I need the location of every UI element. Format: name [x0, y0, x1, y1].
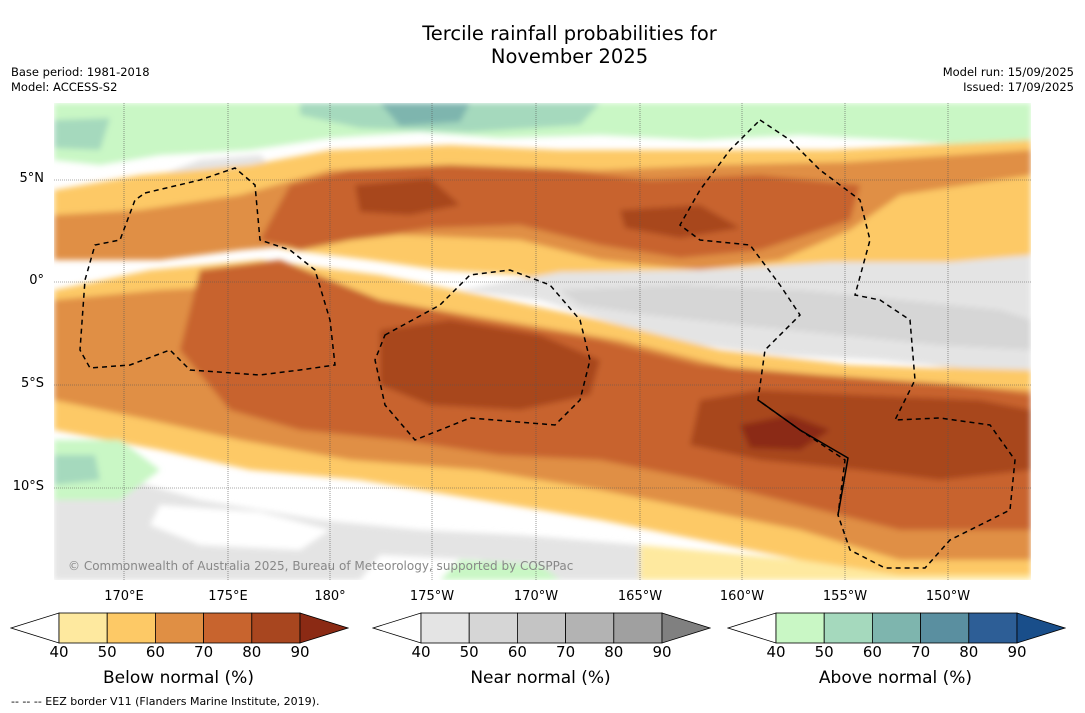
colorbar-tick-label: 80	[242, 643, 262, 661]
issued-date: Issued: 17/09/2025	[963, 80, 1074, 94]
colorbar-low-extend	[727, 612, 777, 644]
colorbar-segment	[871, 612, 921, 644]
colorbar-segment	[775, 612, 825, 644]
base-period: Base period: 1981-2018	[11, 65, 150, 79]
above-normal-south-50	[54, 455, 100, 485]
colorbar-low-extend	[10, 612, 60, 644]
colorbar-segment	[468, 612, 518, 644]
longitude-label: 170°E	[104, 589, 144, 604]
white-south	[150, 505, 520, 580]
colorbar-tick-label: 40	[411, 643, 431, 661]
copyright-text: © Commonwealth of Australia 2025, Bureau…	[68, 559, 573, 573]
metadata-left: Base period: 1981-2018 Model: ACCESS-S2	[11, 65, 150, 95]
colorbar-tick-label: 70	[556, 643, 576, 661]
colorbar-tick-label: 80	[959, 643, 979, 661]
colorbar-segment	[516, 612, 566, 644]
eez-border-solid	[757, 399, 849, 516]
colorbar-segment	[920, 612, 970, 644]
below-normal-80-north	[355, 178, 740, 238]
colorbar-segment	[251, 612, 301, 644]
colorbar-tick-label: 70	[194, 643, 214, 661]
below-normal-south-90	[740, 415, 830, 450]
above-normal-north	[54, 103, 1031, 165]
title-line-2: November 2025	[490, 45, 649, 68]
model-name: Model: ACCESS-S2	[11, 80, 118, 94]
longitude-label: 155°W	[822, 589, 868, 604]
latitude-label: 10°S	[12, 479, 44, 494]
title-line-1: Tercile rainfall probabilities for	[422, 22, 717, 45]
colorbar-segment	[613, 612, 663, 644]
colorbar-low-extend	[372, 612, 422, 644]
colorbar-tick-label: 70	[911, 643, 931, 661]
colorbar-segment	[58, 612, 108, 644]
longitude-label: 160°W	[719, 589, 765, 604]
colorbar-tick-label: 50	[97, 643, 117, 661]
below-normal-south-80	[380, 320, 1031, 480]
colorbar-title: Above normal (%)	[818, 668, 973, 688]
metadata-right: Model run: 15/09/2025 Issued: 17/09/2025	[943, 65, 1074, 95]
colorbar-high-extend	[1016, 612, 1066, 644]
longitude-label: 180°	[314, 589, 346, 604]
below-normal-south-40	[640, 545, 1031, 580]
colorbar-segment	[565, 612, 615, 644]
colorbar-segment	[203, 612, 253, 644]
latitude-label: 0°	[29, 273, 44, 288]
eez-borders	[79, 119, 1016, 569]
colorbar-3	[727, 612, 1066, 644]
near-normal-center-60	[560, 285, 1031, 350]
longitude-label: 150°W	[925, 589, 971, 604]
map-title: Tercile rainfall probabilities for Novem…	[0, 22, 1085, 68]
colorbar-tick-label: 90	[1007, 643, 1027, 661]
above-normal-south	[54, 440, 560, 580]
colorbar-segment	[968, 612, 1018, 644]
colorbar-1	[10, 612, 349, 644]
colorbar-segment	[106, 612, 156, 644]
colorbar-2	[372, 612, 711, 644]
colorbar-segment	[154, 612, 204, 644]
colorbar-segment	[420, 612, 470, 644]
colorbar-tick-label: 90	[290, 643, 310, 661]
near-normal-south	[54, 470, 640, 580]
longitude-label: 165°W	[617, 589, 663, 604]
model-run: Model run: 15/09/2025	[942, 65, 1074, 79]
colorbar-tick-label: 60	[862, 643, 882, 661]
colorbar-tick-label: 50	[814, 643, 834, 661]
above-normal-north-darker	[380, 103, 470, 126]
colorbar-tick-label: 60	[507, 643, 527, 661]
colorbar-tick-label: 40	[766, 643, 786, 661]
colorbar-segment	[823, 612, 873, 644]
colorbar-high-extend	[661, 612, 711, 644]
longitude-label: 175°W	[409, 589, 455, 604]
map-area: © Commonwealth of Australia 2025, Bureau…	[54, 103, 1031, 580]
eez-legend-note: -- -- -- EEZ border V11 (Flanders Marine…	[11, 695, 320, 708]
latitude-label: 5°N	[19, 171, 45, 186]
colorbar-high-extend	[299, 612, 349, 644]
colorbar-tick-label: 60	[145, 643, 165, 661]
colorbar-title: Near normal (%)	[470, 668, 611, 688]
colorbar-title: Below normal (%)	[103, 668, 254, 688]
colorbar-tick-label: 80	[604, 643, 624, 661]
longitude-label: 175°E	[208, 589, 248, 604]
colorbar-tick-label: 90	[652, 643, 672, 661]
latitude-label: 5°S	[20, 376, 44, 391]
colorbar-tick-label: 50	[459, 643, 479, 661]
colorbar-tick-label: 40	[49, 643, 69, 661]
longitude-label: 170°W	[513, 589, 559, 604]
